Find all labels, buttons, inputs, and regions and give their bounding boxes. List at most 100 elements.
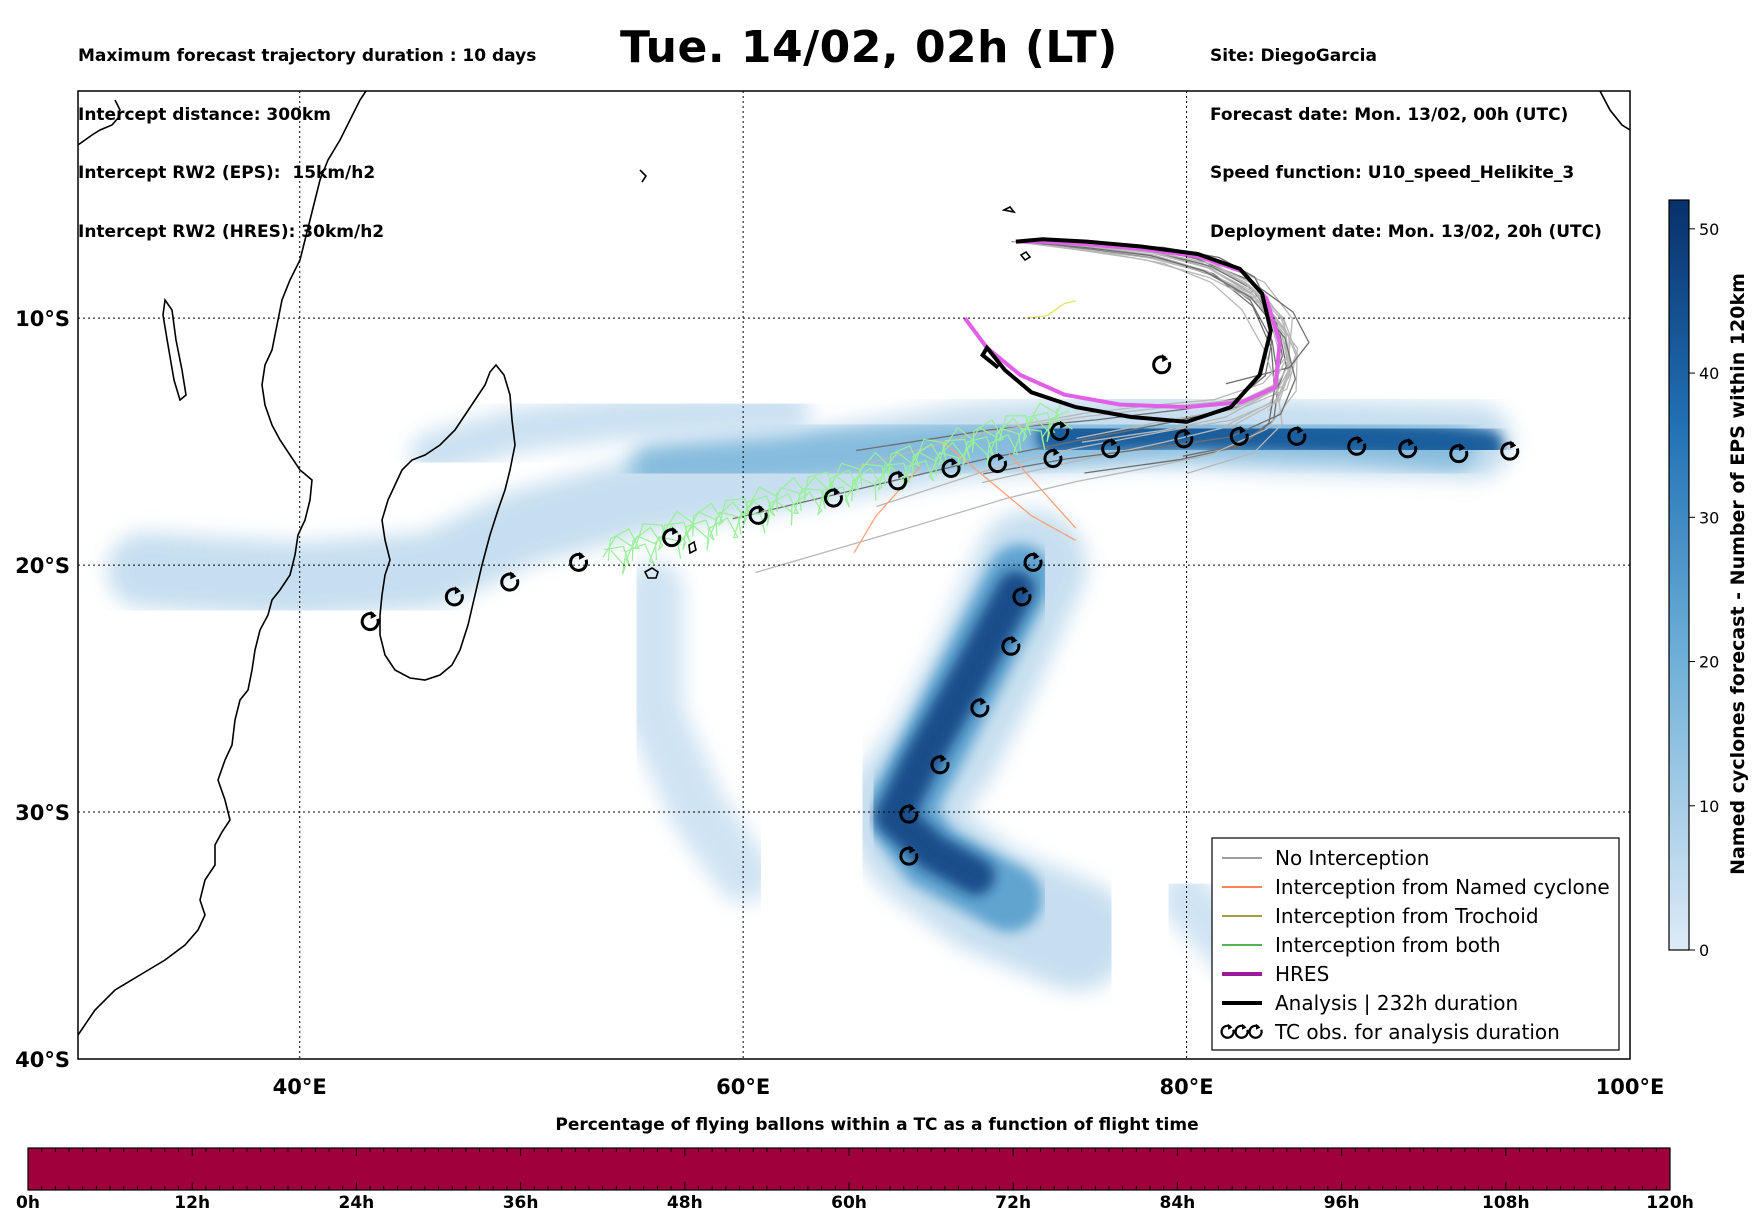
island-sumatra-tip [1599,91,1630,131]
density-band [875,570,1035,896]
tc-obs-icon [1012,586,1032,607]
legend-tc-icon [1234,1023,1249,1039]
density-band [410,389,810,477]
island-chagos-1 [1019,250,1032,262]
legend-label: HRES [1275,962,1329,986]
flight-time-title: Percentage of flying ballons within a TC… [555,1115,1199,1135]
flight-time-tick-label: 60h [831,1193,867,1213]
info-line: Deployment date: Mon. 13/02, 20h (UTC) [1210,221,1602,242]
density-band [1035,414,1504,465]
island-reunion [643,567,659,579]
africa-coast [78,91,367,1036]
tc-obs-icon [1229,425,1249,446]
eps-trajectory [983,240,1296,475]
colorbar-tick-label: 20 [1699,653,1719,672]
page-title: Tue. 14/02, 02h (LT) [620,22,1118,73]
tc-obs-icon [970,697,990,718]
tc-obs-icon [941,457,961,478]
madagascar [379,363,516,681]
lon-tick-label: 100°E [1596,1075,1665,1099]
colorbar-tick-label: 30 [1699,508,1719,527]
interception-both-trajectory [610,416,1073,575]
flight-time-tick-label: 0h [16,1193,40,1213]
tc-obs-icon [1023,551,1043,572]
tc-obs-icon [899,845,919,866]
tc-obs-icon [1174,428,1194,449]
island-seychelles [639,169,648,183]
colorbar-title: Named cyclones forecast - Number of EPS … [1727,273,1749,875]
tc-obs-icon [1287,425,1307,446]
tc-obs-icon [1398,438,1418,459]
flight-time-tick-label: 72h [995,1193,1032,1213]
info-line: Intercept RW2 (HRES): 30km/h2 [78,221,385,242]
island-mauritius [688,540,697,555]
tc-observations [360,354,1520,866]
lon-tick-label: 40°E [273,1075,327,1099]
legend-label: TC obs. for analysis duration [1274,1020,1560,1044]
tc-obs-icon [500,571,520,592]
lon-tick-label: 80°E [1160,1075,1214,1099]
flight-time-ticks [27,1148,1671,1190]
legend-label: No Interception [1275,846,1429,870]
legend-label: Interception from both [1275,933,1501,957]
named-cyclone-interception [1008,453,1077,529]
tc-obs-icon [569,551,589,572]
axis-labels: 40°E 60°E 80°E 100°E 10°S 20°S 30°S 40°S [15,307,1664,1099]
tc-obs-icon [1449,443,1469,464]
interception-both-trajectory [607,402,1058,562]
lat-tick-label: 40°S [15,1048,70,1072]
lat-tick-label: 20°S [15,554,70,578]
legend-label: Interception from Trochoid [1275,904,1539,928]
lat-tick-label: 10°S [15,307,70,331]
lat-tick-label: 30°S [15,801,70,825]
tc-obs-icon [1101,438,1121,459]
tc-obs-icon [1050,420,1070,441]
colorbar-tick-label: 0 [1699,941,1709,960]
trochoid-interception [1026,300,1076,319]
island-lake [162,297,187,402]
tc-obs-icon [662,527,682,548]
legend: No Interception Interception from Named c… [1211,837,1620,1051]
info-line: Intercept RW2 (EPS): 15km/h2 [78,163,376,183]
info-line: Maximum forecast trajectory duration : 1… [78,46,537,66]
tc-obs-icon [930,754,950,775]
legend-box [1211,837,1620,1051]
legend-tc-icon [1220,1023,1235,1039]
named-cyclone-interception [942,441,1077,541]
tc-obs-icon [1152,354,1172,375]
density-band [625,561,772,903]
colorbar: 0 10 20 30 40 50 Named cyclones forecast - Nu… [1668,199,1749,960]
tc-obs-icon [823,487,843,508]
tc-obs-icon [1500,440,1520,461]
colorbar-ticks: 0 10 20 30 40 50 [1689,220,1719,960]
tc-obs-icon [1001,635,1021,656]
hres-track [963,239,1282,410]
header-right-info: Site: DiegoGarcia Forecast date: Mon. 13… [1210,8,1602,262]
flight-time-tick-label: 84h [1159,1193,1196,1213]
header-left-info: Maximum forecast trajectory duration : 1… [78,8,536,262]
flight-time-tick-label: 108h [1482,1193,1530,1213]
tc-obs-icon [444,586,464,607]
map-frame [77,90,1631,1060]
info-line: Forecast date: Mon. 13/02, 00h (UTC) [1210,104,1569,125]
flight-time-tick-label: 48h [666,1193,703,1213]
tc-obs-icon [988,452,1008,474]
coastlines [78,91,1630,1036]
island-chagos-2 [1001,205,1016,214]
africa-north-coast [78,99,121,146]
grid-lines [78,91,1630,1059]
info-line: Intercept distance: 300km [78,104,331,125]
flight-time-tick-label: 96h [1323,1193,1360,1213]
info-line: Site: DiegoGarcia [1210,46,1377,66]
flight-time-tick-label: 120h [1646,1193,1694,1213]
lon-tick-label: 60°E [716,1075,770,1099]
eps-trajectory [1018,240,1283,475]
analysis-track [979,237,1273,424]
flight-time-tick-label: 24h [338,1193,375,1213]
tc-obs-icon [1043,447,1063,469]
info-line: Speed function: U10_speed_Helikite_3 [1210,163,1575,183]
legend-label: Interception from Named cyclone [1275,875,1610,899]
tc-obs-icon [748,504,768,525]
tc-obs-icon [899,803,919,824]
